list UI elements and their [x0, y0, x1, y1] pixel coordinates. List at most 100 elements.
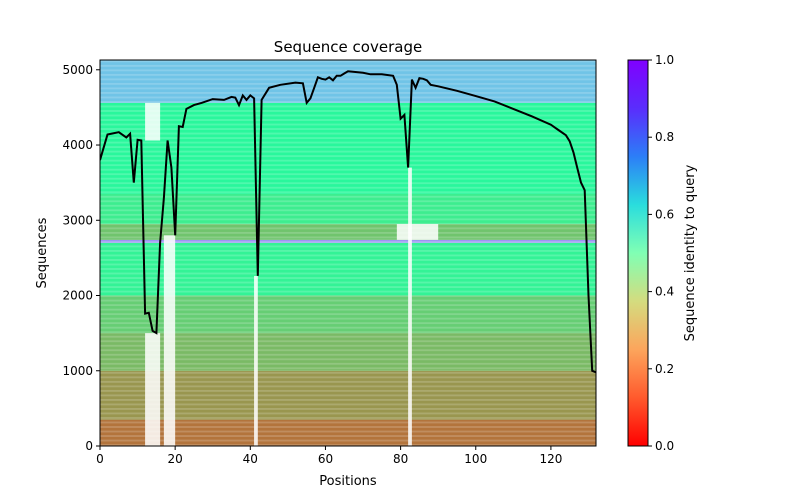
heatmap-row-stripe	[100, 204, 596, 207]
heatmap-row-stripe	[100, 435, 596, 437]
heatmap-row-stripe	[100, 254, 596, 257]
heatmap-row-stripe	[100, 385, 596, 388]
heatmap-row-stripe	[100, 114, 596, 117]
heatmap-row-stripe	[100, 313, 596, 316]
heatmap-row-stripe	[100, 128, 596, 130]
heatmap-row-stripe	[100, 281, 596, 284]
heatmap-row-stripe	[100, 308, 596, 311]
heatmap-band	[100, 295, 596, 334]
y-axis-ticks: 0 1000 2000 3000 4000 5000	[62, 63, 100, 453]
heatmap-row-stripe	[100, 141, 596, 144]
heatmap-row-stripe	[100, 249, 596, 252]
heatmap-row-stripe	[100, 426, 596, 428]
x-tick-label: 0	[96, 452, 104, 466]
heatmap-row-stripe	[100, 367, 596, 370]
heatmap-row-stripe	[100, 164, 596, 167]
gap-column	[396, 224, 439, 240]
y-tick-label: 2000	[62, 289, 93, 303]
heatmap-row-stripe	[100, 331, 596, 334]
heatmap-row-stripe	[100, 326, 596, 329]
heatmap-row-stripe	[100, 105, 596, 108]
heatmap-band	[100, 193, 596, 225]
y-tick-label: 1000	[62, 364, 93, 378]
heatmap-row-stripe	[100, 439, 596, 442]
gap-column	[163, 235, 176, 446]
heatmap-row-stripe	[100, 186, 596, 189]
heatmap-row-stripe	[100, 259, 596, 261]
heatmap-row-stripe	[100, 421, 596, 424]
gap-column	[145, 333, 161, 446]
gap-column	[145, 102, 161, 141]
heatmap-row-stripe	[100, 236, 596, 239]
x-tick-label: 120	[539, 452, 562, 466]
heatmap-row-stripe	[100, 380, 596, 383]
heatmap-row-stripe	[100, 218, 596, 221]
heatmap-row-stripe	[100, 182, 596, 185]
colorbar-label: Sequence identity to query	[683, 164, 698, 341]
gap-column	[408, 167, 412, 446]
colorbar-tick-label: 0.8	[655, 130, 674, 144]
heatmap-row-stripe	[100, 209, 596, 212]
heatmap-row-stripe	[100, 150, 596, 153]
gap-column	[254, 275, 258, 446]
heatmap-band	[100, 419, 596, 446]
heatmap-row-stripe	[100, 222, 596, 225]
heatmap-row-stripe	[100, 403, 596, 406]
plot-frame	[99, 59, 597, 447]
heatmap-row-stripe	[100, 272, 596, 275]
x-axis-ticks: 0 20 40 60 80 100 120	[96, 446, 562, 466]
heatmap-row-stripe	[100, 344, 596, 347]
x-tick-label: 100	[464, 452, 487, 466]
heatmap-row-stripe	[100, 168, 596, 171]
heatmap-row-stripe	[100, 195, 596, 198]
heatmap-row-stripe	[100, 73, 596, 76]
x-tick-label: 20	[168, 452, 183, 466]
y-tick-label: 4000	[62, 138, 93, 152]
heatmap-row-stripe	[100, 123, 596, 126]
heatmap-row-stripe	[100, 64, 596, 67]
heatmap-row-stripe	[100, 362, 596, 365]
heatmap-row-stripe	[100, 304, 596, 307]
heatmap-row-stripe	[100, 430, 596, 433]
heatmap-row-stripe	[100, 60, 596, 63]
heatmap-row-stripe	[100, 119, 596, 121]
x-tick-label: 80	[393, 452, 408, 466]
heatmap-row-stripe	[100, 155, 596, 158]
colorbar-tick-label: 0.2	[655, 362, 674, 376]
heatmap-row-stripe	[100, 173, 596, 176]
heatmap-row-stripe	[100, 277, 596, 279]
heatmap-row-stripe	[100, 177, 596, 180]
heatmap-row-stripe	[100, 398, 596, 401]
heatmap-row-stripe	[100, 87, 596, 90]
coverage-heatmap	[100, 60, 596, 446]
chart-title: Sequence coverage	[274, 38, 422, 56]
heatmap-row-stripe	[100, 101, 596, 103]
y-tick-label: 5000	[62, 63, 93, 77]
heatmap-band	[100, 333, 596, 371]
heatmap-row-stripe	[100, 146, 596, 149]
colorbar-tick-label: 1.0	[655, 53, 674, 67]
heatmap-row-stripe	[100, 376, 596, 379]
coverage-gaps	[145, 102, 439, 446]
heatmap-row-stripe	[100, 96, 596, 99]
heatmap-row-stripe	[100, 417, 596, 419]
heatmap-row-stripe	[100, 110, 596, 112]
y-tick-label: 3000	[62, 213, 93, 227]
heatmap-row-stripe	[100, 213, 596, 216]
heatmap-row-stripe	[100, 227, 596, 230]
x-axis-label: Positions	[319, 474, 377, 489]
heatmap-row-stripe	[100, 91, 596, 94]
y-axis-label: Sequences	[35, 217, 50, 288]
y-tick-label: 0	[85, 439, 93, 453]
heatmap-row-stripe	[100, 191, 596, 194]
heatmap-band	[100, 370, 596, 420]
colorbar-tick-label: 0.4	[655, 285, 674, 299]
x-tick-label: 40	[243, 452, 258, 466]
colorbar	[627, 59, 649, 447]
heatmap-row-stripe	[100, 132, 596, 135]
heatmap-row-stripe	[100, 349, 596, 352]
colorbar-tick-label: 0.0	[655, 439, 674, 453]
heatmap-row-stripe	[100, 78, 596, 81]
heatmap-row-stripe	[100, 340, 596, 343]
